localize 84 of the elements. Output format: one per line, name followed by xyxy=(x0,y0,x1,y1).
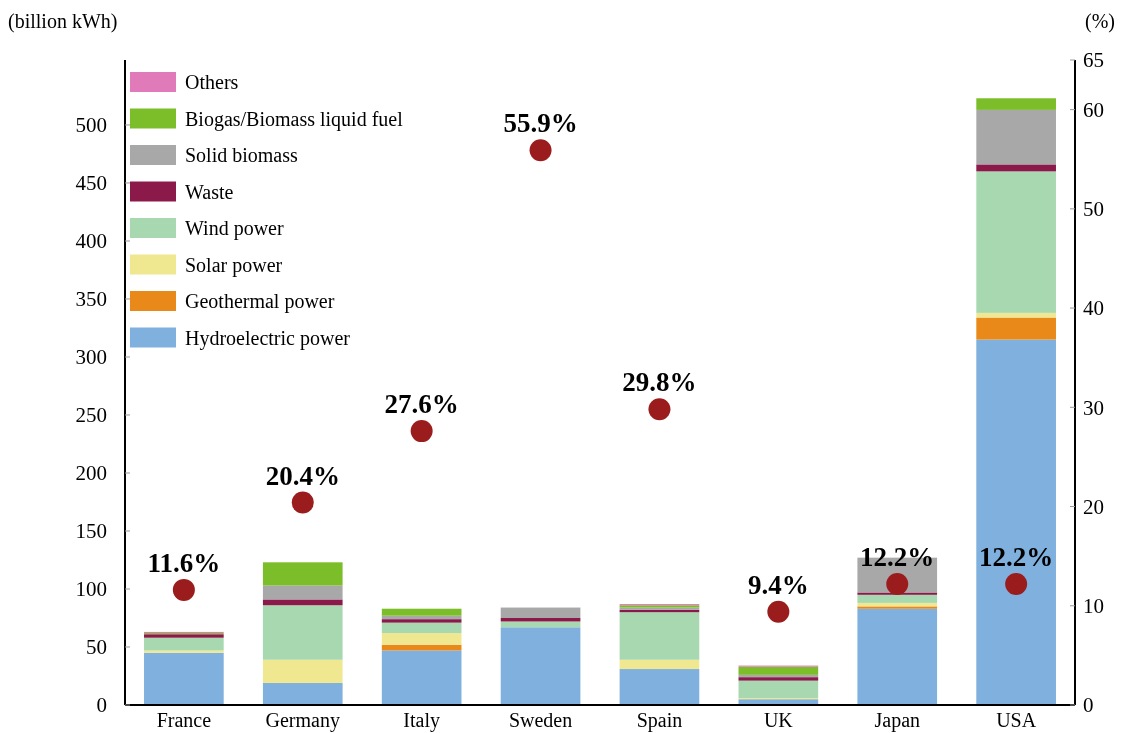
bar xyxy=(500,627,581,705)
bar xyxy=(500,607,581,618)
y-axis-title: (billion kWh) xyxy=(8,10,118,33)
bar xyxy=(262,585,343,600)
y-tick-label: 0 xyxy=(96,693,107,718)
data-label: 11.6% xyxy=(147,547,221,578)
data-label: 27.6% xyxy=(384,389,459,420)
point xyxy=(291,491,314,514)
x-tick-label: USA xyxy=(996,709,1037,731)
bar xyxy=(619,659,700,670)
x-tick-label: Spain xyxy=(636,709,683,732)
point xyxy=(767,600,790,623)
data-label: 55.9% xyxy=(503,108,578,139)
bar xyxy=(262,599,343,606)
y2-tick-label: 50 xyxy=(1083,197,1104,222)
bar xyxy=(619,669,700,705)
bar xyxy=(976,164,1056,172)
bar xyxy=(381,619,462,623)
x-tick-label: Sweden xyxy=(508,709,573,731)
x-tick-label: Japan xyxy=(874,709,921,732)
y-tick-label: 500 xyxy=(75,113,107,138)
bar xyxy=(976,109,1056,165)
data-label: 12.2% xyxy=(979,541,1054,572)
bar xyxy=(381,622,462,634)
legend-label: Solar power xyxy=(185,253,283,277)
bar xyxy=(262,659,343,683)
bar xyxy=(738,666,819,675)
point xyxy=(648,398,671,421)
bar xyxy=(738,680,819,699)
legend-label: Geothermal power xyxy=(185,290,335,313)
y2-tick-label: 40 xyxy=(1083,296,1104,321)
data-label: 29.8% xyxy=(622,367,697,398)
legend-label: Waste xyxy=(185,180,234,203)
bar xyxy=(144,637,224,651)
point xyxy=(1005,572,1028,595)
x-tick-label: UK xyxy=(763,709,794,731)
bar xyxy=(857,608,938,705)
y-tick-label: 450 xyxy=(75,171,107,196)
y-tick-label: 100 xyxy=(75,577,107,602)
bar xyxy=(262,682,343,705)
y-tick-label: 150 xyxy=(75,519,107,544)
bar xyxy=(381,608,462,616)
y2-tick-label: 60 xyxy=(1083,97,1104,122)
bar xyxy=(976,339,1056,705)
point xyxy=(529,139,552,162)
y2-tick-label: 0 xyxy=(1083,693,1094,718)
bar xyxy=(619,612,700,660)
bar xyxy=(262,562,343,586)
bar xyxy=(381,650,462,705)
x-tick-label: Germany xyxy=(265,709,340,732)
bar xyxy=(976,171,1056,313)
bar xyxy=(144,652,224,705)
bar xyxy=(500,621,581,628)
bar xyxy=(262,605,343,660)
y-tick-label: 250 xyxy=(75,403,107,428)
bar xyxy=(976,98,1056,110)
legend-label: Hydroelectric power xyxy=(185,326,351,350)
y-tick-label: 350 xyxy=(75,287,107,312)
y-tick-label: 200 xyxy=(75,461,107,486)
legend-label: Biogas/Biomass liquid fuel xyxy=(185,107,404,131)
data-label: 12.2% xyxy=(860,541,935,572)
bar xyxy=(857,594,938,603)
y-tick-label: 400 xyxy=(75,229,107,254)
point xyxy=(172,578,195,601)
y-tick-label: 50 xyxy=(86,635,107,660)
x-tick-label: Italy xyxy=(403,709,440,732)
bar xyxy=(976,312,1056,318)
y2-tick-label: 10 xyxy=(1083,594,1104,619)
legend-label: Solid biomass xyxy=(185,144,299,166)
bar xyxy=(976,317,1056,340)
y-tick-label: 300 xyxy=(75,345,107,370)
bar xyxy=(144,650,224,653)
y2-tick-label: 65 xyxy=(1083,48,1104,73)
bar xyxy=(857,606,938,609)
y2-tick-label: 30 xyxy=(1083,395,1104,420)
y2-axis-title: (%) xyxy=(1085,10,1115,33)
y2-tick-label: 20 xyxy=(1083,494,1104,519)
x-tick-label: France xyxy=(156,709,212,731)
legend-label: Others xyxy=(185,71,239,93)
point xyxy=(410,420,433,443)
data-label: 20.4% xyxy=(265,460,340,491)
bar xyxy=(381,633,462,645)
legend-label: Wind power xyxy=(185,217,284,240)
data-label: 9.4% xyxy=(747,569,809,600)
